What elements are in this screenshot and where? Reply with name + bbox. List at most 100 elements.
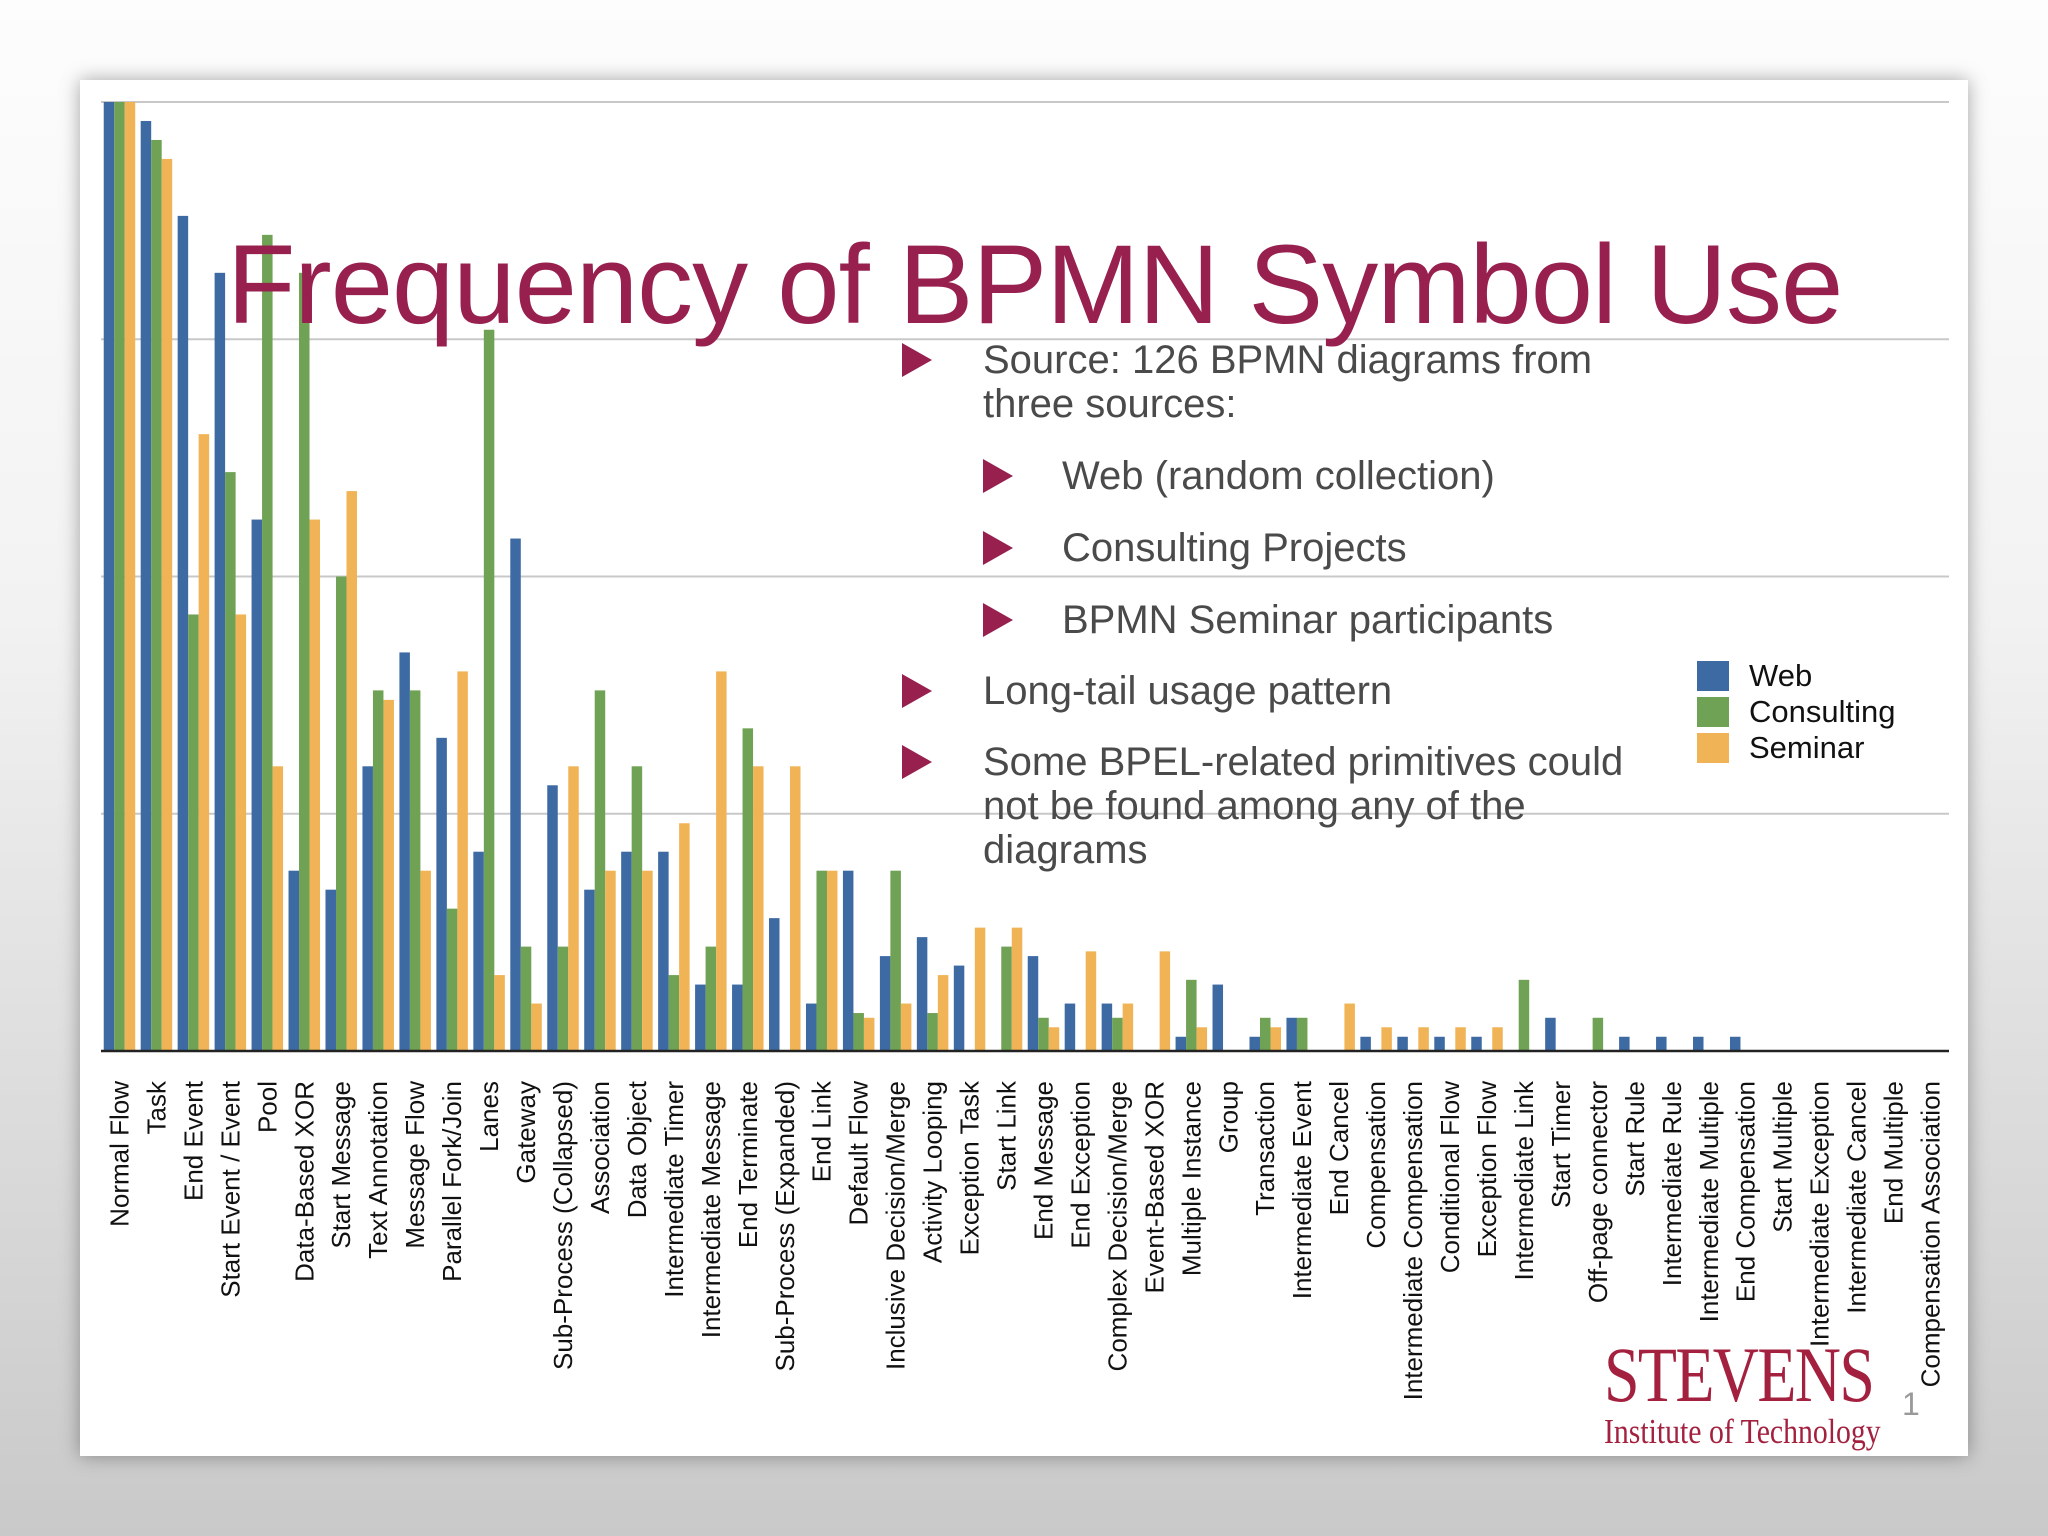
slide: Normal Flow Task End Event Start Event / Ev… [80, 80, 1968, 1456]
x-tick-label: Intermediate Rule [1657, 1081, 1687, 1286]
bar-web [695, 984, 706, 1051]
logo-wordmark: STEVENS [1604, 1331, 1875, 1418]
bar-web [769, 918, 780, 1051]
bar-seminar [124, 102, 136, 1051]
x-tick-label: End Event [178, 1080, 208, 1201]
legend-swatch-consulting [1697, 697, 1729, 727]
x-tick-label: Sub-Process (Collapsed) [548, 1081, 578, 1370]
x-tick-label: Off-page connector [1583, 1081, 1613, 1303]
bar-consulting [114, 102, 125, 1051]
x-tick-label: Pool [252, 1081, 282, 1133]
bar-consulting [225, 472, 236, 1051]
bar-consulting [631, 766, 643, 1051]
bar-web [1360, 1036, 1371, 1051]
x-tick-label: Intermediate Exception [1805, 1081, 1835, 1347]
bar-web [1027, 956, 1039, 1051]
bar-web [1471, 1036, 1482, 1051]
legend-swatch-web [1697, 661, 1729, 691]
bar-consulting [409, 690, 421, 1051]
x-tick-label: Lanes [474, 1081, 504, 1152]
bar-web [584, 889, 595, 1051]
x-tick-label: Event-Based XOR [1139, 1081, 1169, 1293]
x-tick-label: Intermediate Link [1509, 1080, 1539, 1280]
bar-consulting [668, 975, 680, 1051]
bar-consulting [1186, 979, 1197, 1051]
bar-seminar [1418, 1027, 1429, 1051]
bar-web [1434, 1036, 1445, 1051]
bar-seminar [346, 491, 357, 1052]
x-tick-label: Association [585, 1081, 615, 1214]
x-tick-label: End Message [1028, 1081, 1058, 1240]
bar-seminar [1011, 927, 1023, 1051]
bar-seminar [309, 519, 321, 1051]
bar-web [547, 785, 558, 1051]
bar-consulting [520, 946, 532, 1051]
bar-web [214, 272, 226, 1051]
bar-seminar [1381, 1027, 1392, 1051]
bar-seminar [1492, 1027, 1503, 1051]
bar-seminar [974, 927, 986, 1051]
bar-consulting [483, 329, 495, 1051]
bar-seminar [161, 158, 173, 1051]
x-tick-label: End Multiple [1879, 1081, 1909, 1224]
slide-title: Frequency of BPMN Symbol Use [227, 222, 1843, 347]
bar-seminar [198, 434, 210, 1051]
bar-seminar [937, 975, 949, 1051]
x-tick-label: Intermediate Timer [659, 1081, 689, 1298]
bar-web [1656, 1036, 1667, 1051]
bar-consulting [372, 690, 384, 1051]
x-tick-label: Group [1213, 1081, 1243, 1153]
page-number: 1 [1902, 1386, 1920, 1422]
bar-chart: Normal Flow Task End Event Start Event / Ev… [101, 101, 1949, 1400]
x-tick-label: Exception Task [955, 1080, 985, 1255]
x-tick-label: Intermediate Message [696, 1081, 726, 1338]
bar-seminar [863, 1017, 875, 1051]
x-tick-label: Start Event / Event [215, 1080, 245, 1298]
bar-web [1175, 1036, 1187, 1051]
x-tick-label: Exception Flow [1472, 1081, 1502, 1258]
bar-web [1212, 984, 1224, 1051]
bar-consulting [1112, 1017, 1123, 1051]
bar-consulting [151, 139, 162, 1052]
bar-consulting [262, 234, 273, 1052]
bar-seminar [531, 1003, 542, 1051]
x-tick-label: Conditional Flow [1435, 1081, 1465, 1273]
bar-web [1249, 1036, 1260, 1051]
bar-seminar [1048, 1027, 1060, 1051]
x-tick-label: Gateway [511, 1081, 541, 1184]
x-tick-label: Multiple Instance [1176, 1081, 1206, 1276]
bar-web [1064, 1003, 1076, 1051]
bar-consulting [594, 690, 606, 1051]
x-tick-label: Sub-Process (Expanded) [770, 1081, 800, 1371]
x-tick-label: Start Link [992, 1080, 1022, 1191]
bar-consulting [1038, 1017, 1049, 1051]
legend-label-seminar: Seminar [1749, 730, 1865, 765]
bar-seminar [900, 1003, 912, 1051]
bar-seminar [1344, 1003, 1355, 1051]
bar-consulting [890, 870, 901, 1051]
x-tick-label: Default Flow [844, 1081, 874, 1226]
x-tick-label: Intermediate Compensation [1398, 1081, 1428, 1400]
bar-web [732, 984, 743, 1051]
bar-seminar [457, 671, 468, 1051]
x-tick-label: Inclusive Decision/Merge [881, 1081, 911, 1370]
bar-consulting [1001, 946, 1012, 1051]
bar-consulting [1296, 1017, 1308, 1051]
bar-web [1286, 1017, 1297, 1051]
x-tick-label: Intermediate Multiple [1694, 1081, 1724, 1322]
bar-consulting [927, 1013, 938, 1051]
bar-seminar [790, 766, 801, 1051]
bar-seminar [716, 671, 727, 1051]
x-tick-label: End Terminate [733, 1081, 763, 1248]
bar-web [1545, 1017, 1556, 1051]
logo-subtitle: Institute of Technology [1604, 1412, 1881, 1451]
bar-seminar [1270, 1027, 1281, 1051]
bar-web [362, 766, 373, 1051]
bar-consulting [742, 728, 754, 1051]
legend-label-web: Web [1749, 658, 1813, 693]
bar-seminar [383, 699, 394, 1051]
bar-seminar [272, 766, 284, 1051]
x-tick-label: Activity Looping [918, 1081, 948, 1263]
x-tick-label: Text Annotation [363, 1081, 393, 1259]
bar-seminar [568, 766, 579, 1051]
